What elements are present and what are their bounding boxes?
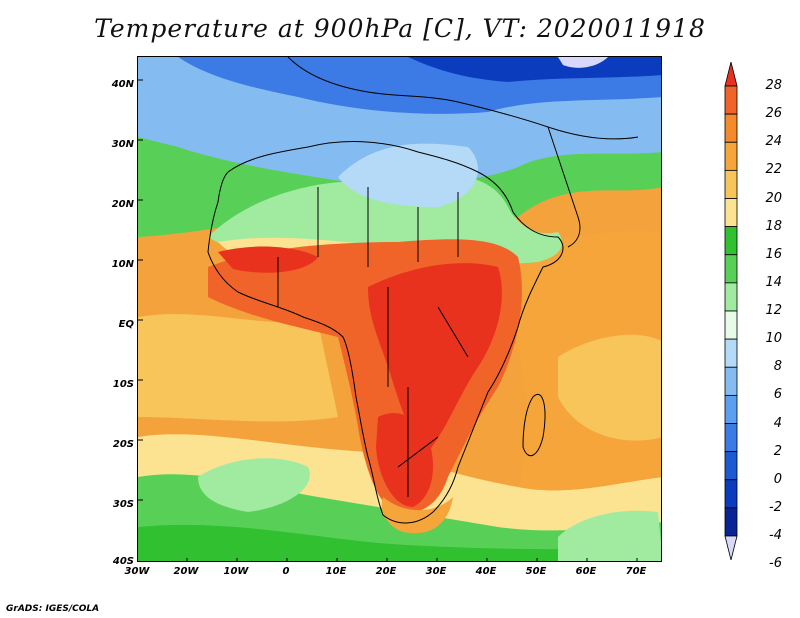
colorbar-swatch [724,507,738,537]
lat-label-30n: 30N [111,139,134,150]
colorbar-label: 20 [765,190,782,206]
colorbar-label: -2 [769,499,782,515]
colorbar-swatch [724,198,738,228]
colorbar-label: -6 [769,556,782,572]
colorbar-label: 6 [773,387,782,403]
colorbar-swatch [724,282,738,312]
country-borders [277,187,469,497]
colorbar-swatch [724,85,738,115]
lon-label-20w: 20W [173,566,199,577]
europe-coast [287,57,639,140]
south-africa-tip [381,497,453,534]
colorbar-label: 26 [765,106,782,122]
lon-label-30e: 30E [425,566,447,577]
colorbar-swatch [724,141,738,171]
colorbar-label: 14 [765,274,782,290]
lon-label-20e: 20E [375,566,397,577]
lon-label-10e: 10E [325,566,347,577]
colorbar-swatch [724,394,738,424]
colorbar-label: -4 [769,528,782,543]
colorbar-label: 12 [765,303,782,318]
lon-label-10w: 10W [223,566,249,577]
colorbar-top-triangle [724,62,738,87]
colorbar-swatch [724,366,738,396]
colorbar-label: 28 [765,78,782,93]
grads-credit: GrADS: IGES/COLA [6,604,100,614]
lat-label-eq: EQ [118,319,134,330]
colorbar-label: 18 [765,218,782,234]
lon-label-70e: 70E [625,566,647,577]
colorbar-swatch [724,254,738,284]
lat-label-10n: 10N [111,259,134,270]
lat-label-40n: 40N [111,79,134,90]
colorbar-label: 8 [773,359,782,375]
colorbar-label: 10 [765,331,782,347]
lat-label-10s: 10S [112,379,134,390]
indian-ocean-light-band [558,334,661,441]
colorbar-bottom-triangle [724,535,738,560]
lat-label-40s: 40S [112,556,134,567]
south-atlantic-cool-blob [198,458,310,512]
temperature-map [138,57,661,561]
colorbar-label: 24 [765,134,782,150]
colorbar-segments [724,62,738,560]
lat-label-20n: 20N [111,199,134,210]
coastlines [207,57,639,524]
lon-label-50e: 50E [525,566,547,577]
map-title: Temperature at 900hPa [C], VT: 202001191… [94,14,706,43]
lon-label-30w: 30W [124,566,150,577]
colorbar-label: 0 [773,471,782,487]
west-africa-hot [218,246,318,273]
africa-coast [207,141,564,524]
south-indian-cool-blob [558,510,661,561]
madagascar-coast [522,394,546,457]
colorbar-swatch [724,113,738,143]
lon-label-60e: 60E [575,566,597,577]
colorbar-swatch [724,451,738,481]
lat-label-20s: 20S [112,439,134,450]
sahara-blue-patch [338,143,478,207]
colorbar-label: 4 [773,415,782,431]
colorbar-label: 22 [765,162,782,178]
red-sea-coast [547,126,581,248]
lon-label-0: 0 [282,566,290,577]
central-africa-hot [368,263,502,452]
colorbar [724,62,738,560]
southern-ocean-band-16 [138,524,661,561]
southern-africa-hot [376,413,433,507]
tick-marks [138,79,638,561]
map-plot-area[interactable] [137,56,662,562]
colorbar-swatch [724,423,738,453]
lat-label-30s: 30S [112,499,134,510]
lon-label-40e: 40E [475,566,497,577]
colorbar-label: 16 [765,246,782,262]
colorbar-label: 2 [773,443,782,459]
atlantic-light-band [138,314,338,422]
colorbar-swatch [724,479,738,509]
colorbar-swatch [724,310,738,340]
colorbar-swatch [724,226,738,256]
colorbar-swatch [724,169,738,199]
north-coldest-patch [558,57,608,68]
colorbar-swatch [724,338,738,368]
